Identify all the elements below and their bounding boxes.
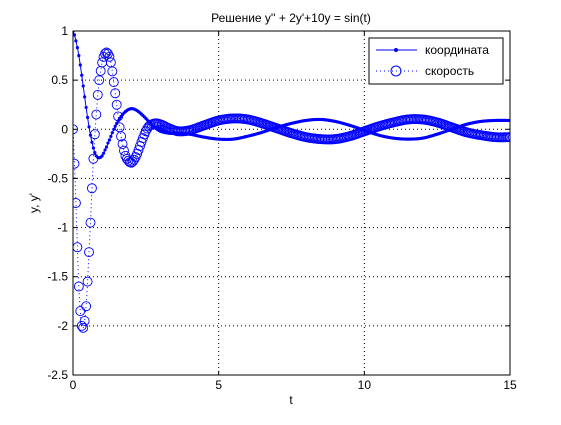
legend-label-series-1: координата (425, 43, 489, 57)
x-tick-label-2: 10 (358, 378, 372, 392)
y-tick-label-2: -1.5 (47, 270, 68, 284)
ticks: 0 5 10 15 -2.5 -2 -1.5 -1 -0.5 0 0.5 1 (47, 24, 517, 392)
data-point (109, 134, 113, 139)
data-point (83, 95, 87, 99)
legend: координата скорость (368, 37, 504, 85)
data-point (84, 105, 88, 110)
data-point (91, 109, 102, 120)
y-tick-label-0: -2.5 (47, 368, 68, 382)
data-point (92, 89, 103, 100)
data-point (78, 322, 89, 333)
data-point (104, 51, 115, 62)
y-tick-label-1: -2 (57, 319, 68, 333)
data-point (117, 139, 128, 149)
data-point (73, 124, 78, 135)
x-tick-label-3: 15 (503, 378, 517, 392)
data-point (82, 276, 93, 287)
data-point (79, 315, 90, 326)
y-tick-label-4: -0.5 (47, 171, 68, 185)
data-point (107, 66, 118, 77)
series-layer (73, 31, 510, 333)
data-point (116, 131, 127, 142)
data-point (90, 140, 94, 144)
data-point (81, 301, 92, 312)
data-point (75, 45, 79, 50)
data-point (110, 88, 121, 99)
data-point (73, 158, 80, 169)
data-point (106, 141, 110, 145)
data-point (100, 154, 104, 158)
data-point (73, 281, 84, 292)
y-axis-label: y, y' (27, 193, 41, 213)
data-point (87, 125, 91, 129)
data-point (84, 247, 94, 258)
data-point (75, 306, 86, 317)
data-point (101, 151, 106, 155)
y-tick-label-6: 0.5 (51, 73, 68, 87)
data-point (91, 146, 95, 150)
y-tick-label-5: 0 (61, 122, 68, 136)
data-point (78, 63, 82, 67)
data-point (73, 33, 77, 37)
data-point (73, 242, 83, 253)
data-point (129, 154, 140, 165)
x-axis-label: t (289, 393, 293, 407)
data-point (110, 131, 114, 135)
data-point (112, 127, 116, 131)
data-point (89, 129, 100, 140)
y-tick-label-7: 1 (61, 24, 68, 38)
legend-label-series-2: скорость (425, 64, 474, 78)
y-tick-label-3: -1 (57, 221, 68, 235)
data-point (88, 153, 99, 164)
data-point (86, 183, 97, 194)
legend-marker-series-1 (394, 48, 398, 52)
data-point (81, 84, 85, 88)
plot-frame (72, 30, 511, 376)
data-point (111, 99, 122, 110)
data-point (73, 198, 81, 208)
data-point (77, 53, 81, 58)
series-markers-2 (73, 47, 510, 333)
grid (73, 31, 510, 375)
x-tick-label-1: 5 (215, 378, 222, 392)
data-point (85, 115, 90, 120)
data-point (76, 320, 87, 331)
plot-background (73, 31, 510, 375)
legend-box (368, 37, 504, 85)
data-point (80, 73, 84, 77)
data-point (85, 217, 96, 228)
data-point (108, 77, 119, 88)
data-point (505, 132, 510, 143)
chart-title: Решение y'' + 2y'+10y = sin(t) (211, 11, 371, 25)
x-tick-label-0: 0 (70, 378, 77, 392)
data-point (107, 138, 112, 142)
legend-marker-series-2 (390, 65, 402, 77)
data-point (74, 39, 78, 43)
data-point (113, 111, 124, 122)
data-point (103, 148, 107, 152)
data-point (104, 145, 109, 149)
